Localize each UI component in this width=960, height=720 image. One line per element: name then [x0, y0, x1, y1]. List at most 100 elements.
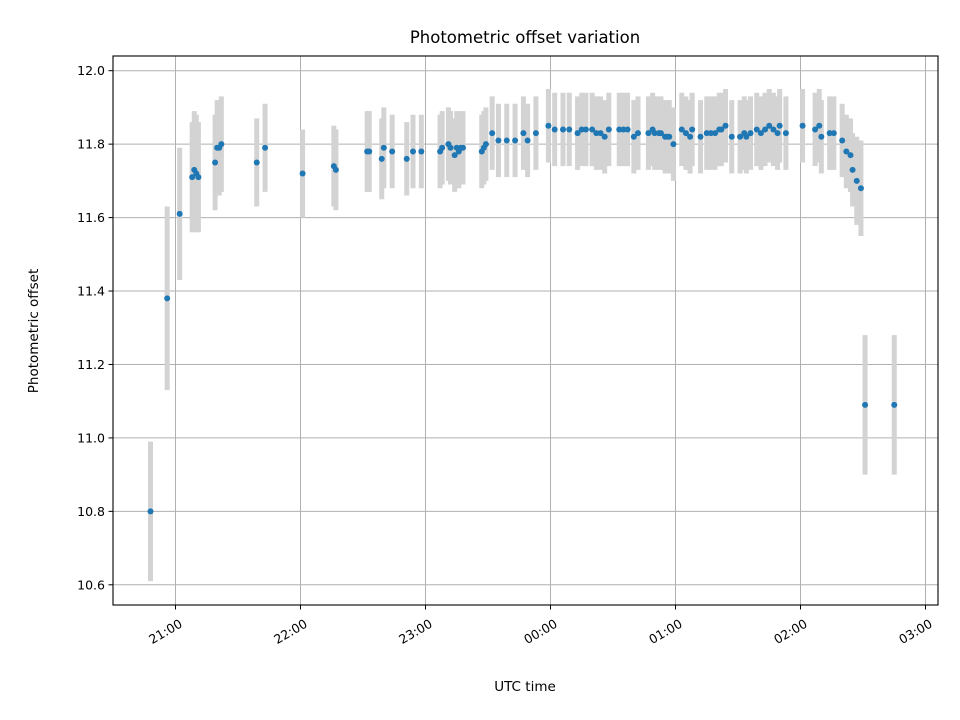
data-point: [737, 133, 744, 140]
data-point: [503, 137, 510, 144]
data-point: [818, 133, 825, 140]
data-point: [176, 210, 183, 217]
data-point: [366, 148, 373, 155]
data-point: [657, 130, 664, 137]
data-point: [697, 133, 704, 140]
y-tick-label: 11.6: [77, 210, 105, 225]
data-point: [743, 133, 750, 140]
data-point: [195, 174, 202, 181]
data-point: [520, 130, 527, 137]
data-point: [718, 126, 725, 133]
data-point: [524, 137, 531, 144]
data-point: [620, 126, 627, 133]
chart-title: Photometric offset variation: [410, 28, 640, 47]
data-point: [770, 126, 777, 133]
data-point: [164, 295, 171, 302]
data-point: [774, 130, 781, 137]
data-point: [782, 130, 789, 137]
data-point: [757, 130, 764, 137]
data-point: [593, 130, 600, 137]
data-point: [891, 401, 898, 408]
data-series: [147, 89, 898, 582]
data-point: [582, 126, 589, 133]
x-axis-label: UTC time: [494, 679, 556, 695]
data-point: [722, 122, 729, 129]
data-point: [816, 122, 823, 129]
data-point: [799, 122, 806, 129]
data-point: [403, 155, 410, 162]
data-point: [212, 159, 219, 166]
data-point: [747, 130, 754, 137]
data-point: [532, 130, 539, 137]
data-point: [460, 144, 466, 151]
data-point: [378, 155, 385, 162]
y-axis-label: Photometric offset: [26, 269, 42, 393]
data-point: [447, 144, 454, 151]
data-point: [566, 126, 573, 133]
y-tick-label: 11.2: [77, 357, 105, 372]
data-point: [601, 133, 608, 140]
data-point: [703, 130, 710, 137]
data-point: [847, 152, 854, 159]
data-point: [630, 133, 637, 140]
data-point: [645, 130, 652, 137]
data-point: [712, 130, 719, 137]
y-tick-label: 12.0: [77, 63, 105, 78]
data-point: [776, 122, 783, 129]
plot-frame: [112, 55, 939, 606]
y-tick-label: 10.6: [77, 577, 105, 592]
data-point: [512, 137, 519, 144]
data-point: [689, 126, 696, 133]
data-point: [682, 130, 689, 137]
data-point: [380, 144, 387, 151]
data-point: [670, 141, 677, 148]
data-point: [651, 130, 658, 137]
data-point: [762, 126, 769, 133]
data-point: [853, 177, 860, 184]
data-point: [451, 152, 458, 159]
data-point: [830, 130, 837, 137]
data-point: [189, 174, 196, 181]
data-point: [418, 148, 425, 155]
data-point: [766, 122, 773, 129]
data-point: [635, 130, 641, 137]
data-point: [482, 141, 489, 148]
data-point: [262, 144, 269, 151]
data-point: [589, 126, 596, 133]
data-point: [843, 148, 850, 155]
y-tick-label: 11.0: [77, 430, 105, 445]
data-point: [578, 126, 585, 133]
y-tick-label: 11.8: [77, 137, 105, 152]
data-point: [849, 166, 856, 173]
data-point: [624, 126, 631, 133]
y-tick-label: 11.4: [77, 284, 105, 299]
data-point: [666, 133, 673, 140]
data-point: [147, 508, 154, 515]
data-point: [545, 122, 552, 129]
data-point: [439, 144, 446, 151]
data-point: [616, 126, 623, 133]
data-point: [551, 126, 558, 133]
data-point: [862, 401, 869, 408]
data-point: [597, 130, 604, 137]
data-point: [812, 126, 819, 133]
data-point: [753, 126, 760, 133]
data-point: [410, 148, 416, 155]
data-point: [826, 130, 833, 137]
data-point: [839, 137, 846, 144]
data-point: [728, 133, 735, 140]
data-point: [495, 137, 502, 144]
data-point: [687, 133, 694, 140]
data-point: [605, 126, 612, 133]
y-tick-label: 10.8: [77, 504, 105, 519]
data-point: [574, 130, 581, 137]
data-point: [389, 148, 396, 155]
data-point: [253, 159, 260, 166]
data-point: [707, 130, 714, 137]
data-point: [218, 141, 225, 148]
data-point: [560, 126, 566, 133]
data-point: [678, 126, 685, 133]
data-point: [489, 130, 496, 137]
data-point: [857, 185, 864, 192]
